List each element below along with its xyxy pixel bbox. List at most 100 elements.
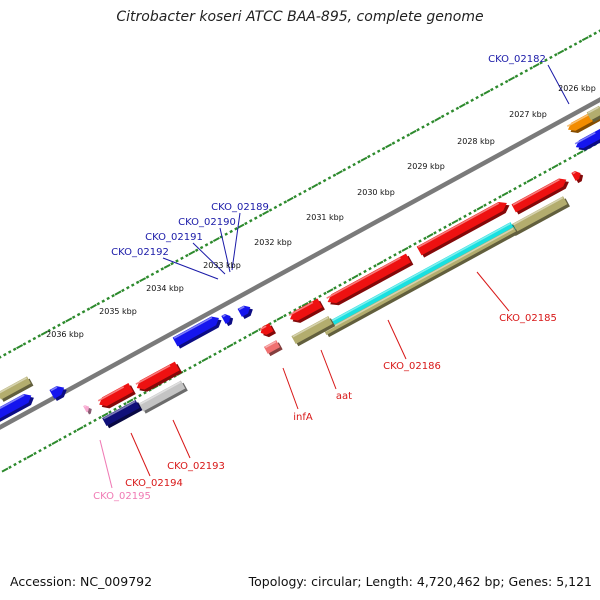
outer-tick — [563, 47, 568, 52]
outer-tick — [0, 355, 2, 359]
gene-blue-b — [49, 386, 67, 401]
gene-navy — [102, 399, 143, 429]
gene-red-c — [326, 253, 414, 306]
outer-tick — [554, 53, 558, 57]
gene-olive-edge — [586, 105, 600, 123]
inner-tick — [323, 291, 327, 296]
inner-tick — [43, 446, 47, 450]
gene-red-small-2 — [259, 323, 277, 338]
outer-tick — [170, 261, 174, 266]
inner-tick — [73, 429, 77, 434]
outer-tick — [322, 178, 327, 183]
outer-tick — [199, 245, 204, 250]
outer-tick — [532, 63, 540, 68]
inner-tick — [376, 260, 384, 266]
gene-red-a-body — [511, 178, 567, 213]
gene-labels: CKO_02182 CKO_02189 CKO_02190 CKO_02191 CKO_… — [93, 54, 557, 502]
gene-olive-edge-body — [586, 105, 600, 121]
leader-line — [219, 227, 231, 273]
inner-tick — [383, 258, 387, 263]
outer-tick — [150, 272, 155, 277]
outer-tick — [598, 29, 600, 33]
inner-tick — [98, 415, 102, 420]
outer-tick — [268, 208, 273, 212]
outer-tick — [283, 200, 288, 204]
inner-tick — [408, 244, 412, 249]
inner-tick — [388, 255, 392, 260]
ruler-label: 2026 kbp — [558, 84, 596, 93]
gene-blue-b-highlight — [50, 386, 58, 392]
outer-tick — [490, 87, 494, 92]
outer-tick — [86, 307, 91, 311]
inner-tick — [283, 313, 287, 318]
outer-tick — [342, 168, 347, 172]
gene-red-f-highlight — [97, 386, 125, 402]
outer-tick — [229, 229, 233, 234]
inner-tick — [483, 203, 487, 207]
leader-line — [320, 349, 337, 390]
inner-tick — [326, 288, 334, 294]
inner-tick — [108, 410, 112, 414]
gene-olive-a-body — [508, 196, 568, 234]
outer-tick — [372, 152, 376, 156]
outer-tick — [101, 299, 106, 303]
outer-tick — [588, 34, 593, 38]
inner-tick — [501, 191, 509, 197]
outer-tick — [308, 186, 312, 191]
outer-tick — [335, 170, 343, 176]
leader-line — [231, 212, 241, 271]
gene-label: CKO_02189 — [211, 202, 269, 213]
outer-tick — [47, 328, 51, 333]
outer-tick — [244, 221, 248, 226]
outer-tick — [194, 248, 199, 252]
inner-tick — [413, 242, 417, 246]
inner-tick — [251, 329, 259, 335]
outer-tick — [480, 93, 484, 97]
outer-tick — [524, 69, 529, 73]
outer-tick — [209, 240, 214, 244]
inner-tick — [513, 186, 517, 191]
gene-red-f — [97, 382, 136, 409]
outer-tick — [180, 256, 184, 260]
inner-tick — [38, 448, 42, 453]
outer-tick — [121, 288, 125, 293]
gene-blue-rev-body — [575, 128, 600, 149]
outer-tick — [40, 330, 48, 336]
ruler-labels: 2026 kbp 2027 kbp 2028 kbp 2029 kbp 2030 kbp… — [46, 84, 596, 339]
outer-tick — [139, 277, 147, 283]
outer-tick — [278, 202, 283, 207]
outer-tick — [391, 141, 396, 145]
outer-tick — [52, 326, 56, 330]
outer-tick — [409, 129, 417, 135]
inner-tick — [198, 360, 202, 365]
outer-tick — [381, 146, 386, 151]
inner-tick — [213, 352, 217, 356]
gene-red-b — [416, 202, 510, 258]
leader-line — [192, 242, 226, 275]
inner-tick — [451, 219, 459, 225]
outer-tick — [12, 347, 17, 352]
outer-tick — [89, 303, 97, 309]
gene-label: CKO_02193 — [167, 461, 225, 472]
inner-tick — [426, 233, 434, 239]
gene-blue-left-highlight — [0, 394, 25, 414]
inner-tick — [123, 402, 127, 406]
inner-tick — [558, 162, 562, 166]
outer-tick — [549, 55, 553, 60]
inner-tick — [573, 153, 577, 158]
ruler-label: 2035 kbp — [99, 307, 137, 316]
ruler-label: 2034 kbp — [146, 284, 184, 293]
outer-tick — [16, 344, 24, 350]
outer-tick — [286, 196, 294, 202]
tick-rings — [0, 29, 600, 473]
inner-tick — [508, 189, 512, 194]
inner-tick — [498, 195, 502, 199]
outer-tick — [483, 89, 491, 95]
gene-olive-a-highlight — [509, 197, 564, 228]
inner-tick — [543, 170, 547, 174]
inner-tick — [433, 231, 437, 235]
outer-tick — [557, 49, 565, 55]
ruler-label: 2027 kbp — [509, 110, 547, 119]
inner-tick — [276, 315, 284, 321]
